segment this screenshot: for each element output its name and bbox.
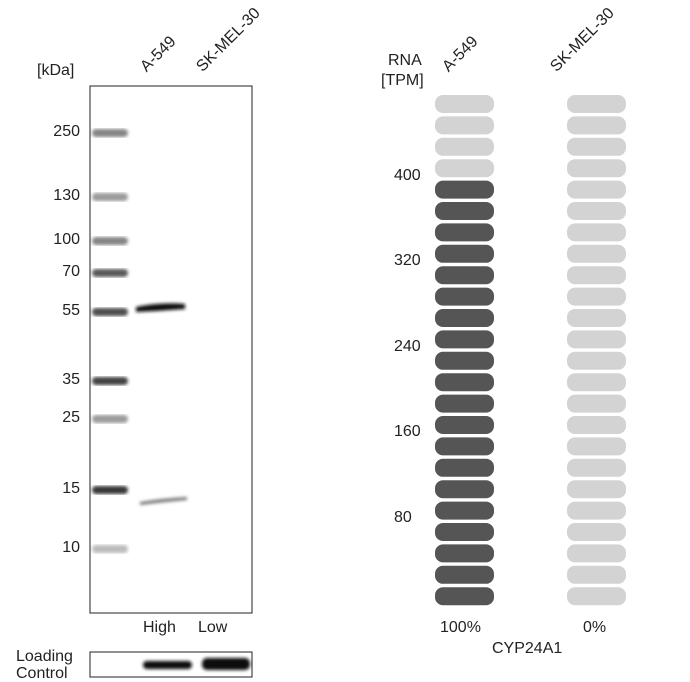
rna-segment-a549 [435,458,494,477]
rna-segment-skmel30 [567,266,626,285]
rna-segment-skmel30 [567,223,626,242]
rna-segment-skmel30 [567,544,626,563]
rna-segment-skmel30 [567,501,626,520]
marker-label-35: 35 [62,371,80,388]
rna-segment-a549 [435,416,494,434]
rna-segment-a549 [435,180,494,199]
marker-label-250: 250 [53,123,80,140]
rna-segment-skmel30 [567,137,626,156]
gene-title: CYP24A1 [492,640,563,657]
marker-band-100 [92,237,128,245]
ytick-320: 320 [394,252,421,270]
rna-segment-skmel30 [567,351,626,370]
sample-band-a549 [136,303,185,312]
rna-segment-skmel30 [567,587,626,606]
marker-label-25: 25 [62,409,80,426]
rna-segment-skmel30 [567,565,626,584]
ytick-240: 240 [394,337,421,355]
faint-band-a549 [140,497,187,505]
rna-segment-a549 [435,523,494,541]
rna-segment-a549 [435,137,494,156]
marker-label-10: 10 [62,539,80,556]
level-low: Low [198,619,228,636]
loading-label-2: Control [16,665,68,682]
ytick-160: 160 [394,423,421,441]
rna-segment-a549 [435,437,494,456]
value-label-a549: 100% [440,619,481,636]
marker-label-130: 130 [53,187,80,204]
loading-band-a549 [143,661,192,669]
value-label-skmel30: 0% [583,619,607,636]
rna-segment-skmel30 [567,437,626,456]
rna-label: RNA [388,52,422,69]
rna-segment-skmel30 [567,480,626,499]
rna-segment-skmel30 [567,330,626,349]
kda-label: [kDa] [37,62,75,79]
marker-label-55: 55 [62,302,80,319]
rna-segment-a549 [435,544,494,563]
rna-segment-a549 [435,373,494,392]
rna-segment-a549 [435,394,494,413]
rna-segment-a549 [435,116,494,135]
rna-segment-skmel30 [567,159,626,178]
rna-segment-a549 [435,266,494,285]
rna-segment-a549 [435,223,494,242]
rna-segment-a549 [435,202,494,220]
level-high: High [143,619,176,636]
rna-segment-skmel30 [567,116,626,135]
ytick-80: 80 [394,509,412,526]
rna-segment-a549 [435,565,494,584]
loading-band-skmel30 [202,658,250,670]
marker-label-15: 15 [62,480,80,497]
rna-segment-skmel30 [567,95,626,113]
rna-segment-a549 [435,501,494,520]
rna-segment-a549 [435,244,494,263]
rna-segment-skmel30 [567,309,626,327]
blot-frame [89,85,253,614]
rna-segment-skmel30 [567,287,626,306]
rna-segment-skmel30 [567,180,626,199]
marker-label-100: 100 [53,231,80,248]
marker-band-70 [92,269,128,277]
marker-band-35 [92,377,128,385]
rna-segment-skmel30 [567,523,626,541]
marker-band-250 [92,129,128,137]
rna-segment-a549 [435,480,494,499]
rna-segment-skmel30 [567,373,626,392]
loading-label-1: Loading [16,648,73,665]
rna-segment-a549 [435,309,494,327]
marker-label-70: 70 [62,263,80,280]
rna-segment-a549 [435,287,494,306]
rna-segment-a549 [435,95,494,113]
marker-band-10 [92,545,128,553]
rna-segment-a549 [435,330,494,349]
marker-band-55 [92,308,128,316]
rna-segment-skmel30 [567,244,626,263]
marker-band-130 [92,193,128,201]
marker-band-25 [92,415,128,423]
rna-segment-a549 [435,587,494,606]
marker-band-15 [92,486,128,494]
rna-segment-a549 [435,351,494,370]
rna-segment-skmel30 [567,458,626,477]
tpm-label: [TPM] [381,72,424,89]
ytick-400: 400 [394,166,421,184]
rna-segment-skmel30 [567,416,626,434]
rna-segment-skmel30 [567,202,626,220]
rna-segment-a549 [435,159,494,178]
rna-segment-skmel30 [567,394,626,413]
